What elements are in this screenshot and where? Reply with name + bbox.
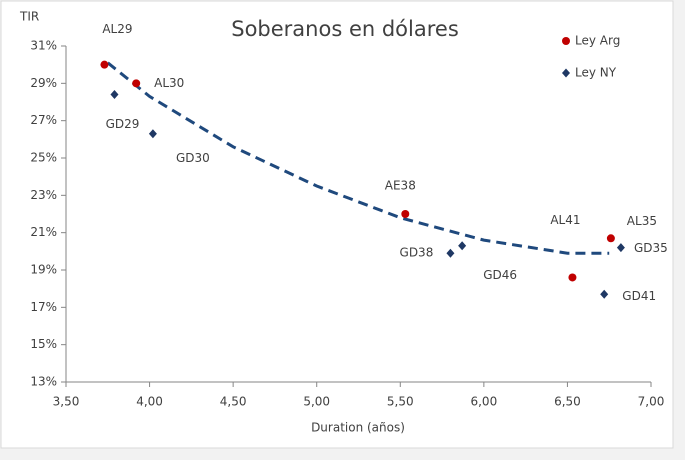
point-label: AE38 [385, 179, 416, 193]
x-axis-label: Duration (años) [311, 421, 405, 435]
legend-label: Ley NY [575, 66, 617, 80]
point [148, 129, 157, 139]
point [446, 248, 455, 258]
point [110, 90, 119, 100]
point [568, 273, 577, 282]
point-label: GD29 [106, 117, 140, 131]
point-label: GD30 [176, 151, 210, 165]
point-label: AL30 [154, 76, 184, 90]
y-tick-label: 25% [30, 151, 57, 165]
point [132, 79, 141, 88]
point [100, 60, 109, 69]
x-tick-label: 6,00 [470, 395, 497, 409]
y-tick-label: 29% [30, 76, 57, 90]
y-tick-label: 17% [30, 300, 57, 314]
point-label: AL29 [102, 22, 132, 36]
chart-title: Soberanos en dólares [231, 17, 459, 41]
point [616, 243, 625, 253]
point-label: AL41 [550, 213, 580, 227]
y-tick-label: 23% [30, 188, 57, 202]
legend-marker [562, 68, 570, 78]
x-tick-label: 7,00 [638, 395, 665, 409]
point [606, 234, 615, 243]
point-label: GD41 [622, 289, 656, 303]
point-label: GD46 [483, 268, 517, 282]
point [458, 241, 467, 251]
y-tick-label: 19% [30, 263, 57, 277]
point [600, 289, 609, 299]
point-label: GD35 [634, 241, 668, 255]
legend-marker [562, 37, 570, 45]
point-label: AL35 [627, 214, 657, 228]
y-axis-label: TIR [19, 10, 39, 24]
y-tick-label: 27% [30, 113, 57, 127]
y-tick-label: 15% [30, 337, 57, 351]
y-tick-label: 21% [30, 225, 57, 239]
x-tick-label: 3,50 [53, 395, 80, 409]
y-tick-label: 31% [30, 39, 57, 53]
x-tick-label: 4,50 [220, 395, 247, 409]
x-tick-label: 5,00 [303, 395, 330, 409]
trendline [106, 61, 610, 255]
y-tick-label: 13% [30, 375, 57, 389]
x-tick-label: 4,00 [136, 395, 163, 409]
point [401, 210, 410, 218]
x-tick-label: 6,50 [554, 395, 581, 409]
x-tick-label: 5,50 [387, 395, 414, 409]
chart-area [0, 0, 674, 449]
legend-label: Ley Arg [575, 34, 620, 48]
point-label: GD38 [400, 246, 434, 260]
